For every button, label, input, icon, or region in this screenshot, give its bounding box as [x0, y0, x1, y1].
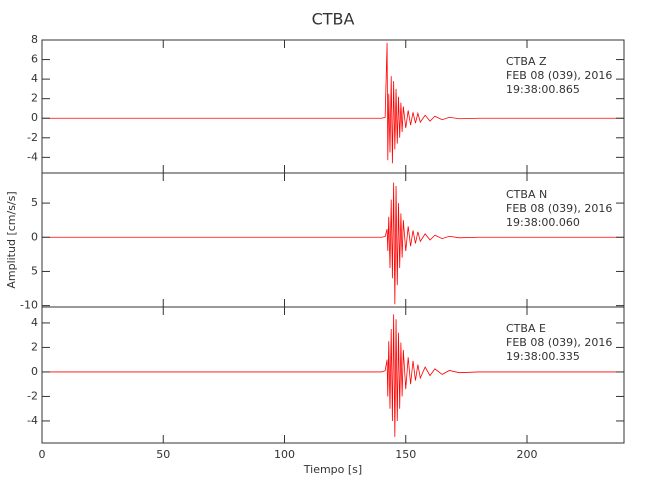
x-tick-label: 150 [395, 448, 416, 461]
y-tick-label: 5 [31, 196, 38, 209]
annotation: FEB 08 (039), 2016 [506, 336, 612, 349]
y-tick-label: -4 [27, 414, 38, 427]
annotation: 19:38:00.060 [506, 216, 580, 229]
chart-title: CTBA [312, 10, 355, 29]
panel-frame [41, 306, 625, 444]
annotation: FEB 08 (039), 2016 [506, 202, 612, 215]
annotation: FEB 08 (039), 2016 [506, 69, 612, 82]
y-tick-label: -2 [27, 389, 38, 402]
annotation: 19:38:00.335 [506, 350, 580, 363]
y-tick-label: -2 [27, 131, 38, 144]
y-tick-label: 2 [31, 340, 38, 353]
annotation: 19:38:00.865 [506, 83, 580, 96]
annotation: CTBA E [506, 322, 546, 335]
x-tick-label: 0 [39, 448, 46, 461]
y-tick-label: 0 [31, 230, 38, 243]
y-tick-label: 2 [31, 92, 38, 105]
waveform [42, 42, 624, 164]
annotation: CTBA Z [506, 55, 547, 68]
y-tick-label: 6 [31, 53, 38, 66]
y-axis-label: Amplitud [cm/s/s] [5, 191, 18, 288]
y-tick-label: 8 [31, 33, 38, 46]
waveform [42, 314, 624, 437]
x-tick-label: 100 [274, 448, 295, 461]
annotation: CTBA N [506, 188, 547, 201]
y-tick-label: 4 [31, 72, 38, 85]
x-tick-label: 50 [156, 448, 170, 461]
x-tick-label: 200 [517, 448, 538, 461]
y-tick-label: 5 [31, 264, 38, 277]
y-tick-label: -10 [20, 299, 38, 312]
y-tick-label: 4 [31, 316, 38, 329]
x-axis-label: Tiempo [s] [303, 463, 362, 476]
waveform [42, 182, 624, 305]
y-tick-label: -4 [27, 150, 38, 163]
y-tick-label: 0 [31, 365, 38, 378]
y-tick-label: 0 [31, 111, 38, 124]
